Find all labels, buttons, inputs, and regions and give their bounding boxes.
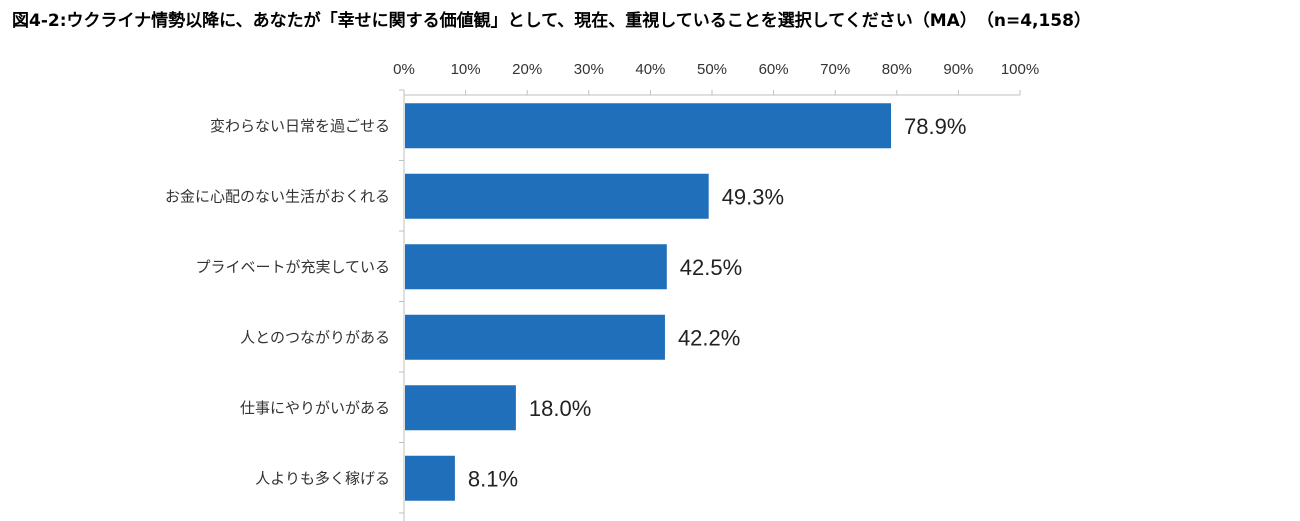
x-tick-label: 50% bbox=[697, 61, 727, 78]
x-tick-label: 30% bbox=[574, 61, 604, 78]
data-label: 42.5% bbox=[680, 255, 742, 280]
category-label: 仕事にやりがいがある bbox=[240, 399, 390, 417]
bar-series: 変わらない日常を過ごせる 78.9% お金に心配のない生活がおくれる 49.3% プライ… bbox=[165, 103, 966, 501]
data-label: 49.3% bbox=[722, 184, 784, 209]
category-label: プライベートが充実している bbox=[195, 258, 390, 276]
bar-row: 人とのつながりがある 42.2% bbox=[240, 314, 740, 360]
x-tick-label: 100% bbox=[1001, 61, 1039, 78]
x-tick-label: 80% bbox=[882, 61, 912, 78]
bar bbox=[405, 244, 667, 290]
data-label: 18.0% bbox=[529, 396, 591, 421]
data-label: 78.9% bbox=[904, 114, 966, 139]
x-tick-label: 10% bbox=[451, 61, 481, 78]
chart-title: 図4-2:ウクライナ情勢以降に、あなたが「幸せに関する価値観」として、現在、重視… bbox=[12, 11, 1091, 31]
bar-row: 人よりも多く稼げる 8.1% bbox=[255, 455, 518, 501]
bar bbox=[405, 455, 455, 501]
x-tick-label: 90% bbox=[943, 61, 973, 78]
data-label: 8.1% bbox=[468, 466, 518, 491]
bar bbox=[405, 385, 516, 431]
x-tick-label: 60% bbox=[759, 61, 789, 78]
category-label: お金に心配のない生活がおくれる bbox=[165, 187, 390, 205]
x-tick-label: 20% bbox=[512, 61, 542, 78]
x-tick-label: 70% bbox=[820, 61, 850, 78]
bar-row: 仕事にやりがいがある 18.0% bbox=[240, 385, 591, 431]
category-label: 人よりも多く稼げる bbox=[255, 469, 390, 487]
bar bbox=[405, 103, 892, 149]
x-tick-label: 40% bbox=[635, 61, 665, 78]
bar bbox=[405, 173, 709, 219]
bar bbox=[405, 314, 665, 360]
data-label: 42.2% bbox=[678, 325, 740, 350]
category-label: 人とのつながりがある bbox=[240, 328, 390, 346]
bar-row: お金に心配のない生活がおくれる 49.3% bbox=[165, 173, 784, 219]
category-label: 変わらない日常を過ごせる bbox=[210, 117, 390, 135]
x-tick-label: 0% bbox=[393, 61, 415, 78]
bar-row: プライベートが充実している 42.5% bbox=[195, 244, 742, 290]
x-axis: 0% 10% 20% 30% 40% 50% 60% 70% 80% 90% 100% bbox=[393, 61, 1039, 521]
bar-row: 変わらない日常を過ごせる 78.9% bbox=[210, 103, 966, 149]
